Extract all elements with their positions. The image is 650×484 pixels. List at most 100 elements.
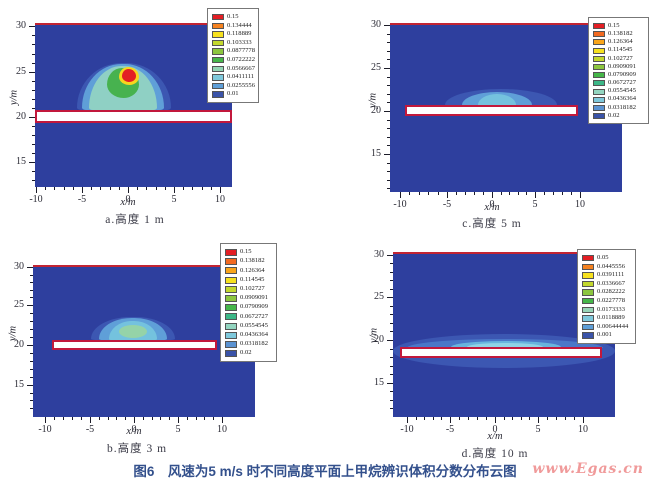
x-axis-tick [583,417,584,423]
legend-entry: 0.102727 [593,55,646,63]
legend-value: 0.0672727 [240,312,269,320]
legend-value: 0.0318182 [608,103,637,111]
x-axis-minor-tick [54,187,56,190]
x-axis-tick [580,192,581,198]
x-axis-minor-tick [477,417,478,420]
legend-color-swatch [225,350,237,358]
x-axis-minor-tick [72,187,74,190]
x-axis-minor-tick [72,417,73,420]
legend-color-swatch [212,57,224,64]
legend-entry: 0.001 [582,331,633,340]
x-axis-tick [45,417,46,423]
legend-color-swatch [212,39,224,47]
legend-color-swatch [212,74,224,81]
x-axis-minor-tick [409,192,411,195]
legend-entry: 0.02 [225,349,274,358]
legend-value: 0.0445556 [597,262,626,270]
x-axis-minor-tick [100,187,102,190]
legend-value: 0.0566667 [227,64,256,72]
subplot-caption: d.高度 10 m [461,448,529,460]
legend-color-swatch [582,289,594,296]
x-axis-minor-tick [556,417,557,420]
x-axis-tick [407,417,408,423]
legend-value: 0.0436364 [240,330,269,338]
x-axis-tick [492,192,493,198]
subplot-caption: c.高度 5 m [462,218,522,230]
y-axis-label: y/m [368,327,380,344]
x-tick-label: -5 [77,194,87,205]
x-axis-tick [495,417,496,423]
y-tick-label: 15 [14,379,24,390]
legend-value: 0.0336667 [597,279,626,287]
legend-color-swatch [582,332,594,339]
x-axis-minor-tick [91,187,93,190]
legend-entry: 0.118889 [212,30,256,39]
legend-color-swatch [225,258,237,266]
x-axis-minor-tick [195,417,197,420]
x-axis-minor-tick [486,417,487,420]
x-axis-minor-tick [562,192,563,195]
subplot-a: 30 25 20 15 -10 -5 0 5 10 y/m x/m a.高度 1 m 0.15 0… [0,0,325,240]
legend-value: 0.114545 [608,46,633,54]
legend-value: 0.0391111 [597,271,625,279]
x-axis-tick [447,192,448,198]
legend-value: 0.134444 [227,21,252,29]
x-axis-minor-tick [98,417,100,420]
legend-entry: 0.0318182 [225,340,274,349]
x-tick-label: 10 [215,194,225,205]
legend-entry: 0.0554545 [225,322,274,331]
domain-top-edge [393,252,615,254]
legend-entry: 0.102727 [225,285,274,294]
legend-entry: 0.00644444 [582,323,633,332]
x-tick-label: 5 [535,424,541,435]
legend-color-swatch [225,295,237,303]
legend-color-swatch [593,104,605,111]
legend-entry: 0.0336667 [582,280,633,289]
legend-value: 0.0227778 [597,296,626,304]
x-axis-minor-tick [186,417,188,420]
x-axis-minor-tick [210,187,212,190]
legend-color-swatch [582,306,594,314]
legend-value: 0.00644444 [597,322,629,330]
legend-value: 0.05 [597,254,609,261]
x-axis-minor-tick [118,187,120,190]
x-axis-minor-tick [424,417,426,420]
colorbar-legend-a: 0.15 0.134444 0.118889 0.103333 0.0877778 0.0… [207,8,259,103]
legend-color-swatch [225,304,237,312]
legend-color-swatch [593,64,605,71]
subplot-c: 30 25 20 15 -10 -5 0 5 10 y/m x/m c.高度 5 m 0.15 0… [325,0,650,240]
x-axis-minor-tick [544,192,545,195]
x-axis-label: x/m [120,197,136,208]
x-tick-label: 5 [532,199,538,210]
subplot-b: 30 25 20 15 -10 -5 0 5 10 y/m x/m b.高度 3 m 0.15 0… [0,240,325,465]
x-tick-label: -5 [445,424,455,435]
legend-entry: 0.0554545 [593,88,646,96]
x-axis-minor-tick [63,417,64,420]
legend-value: 0.0411111 [227,73,255,81]
colorbar-legend-d: 0.05 0.0445556 0.0391111 0.0336667 0.0282222… [577,249,636,344]
x-axis-minor-tick [164,187,166,190]
legend-value: 0.0909091 [240,294,269,302]
x-axis-minor-tick [45,187,47,190]
legend-entry: 0.0318182 [593,104,646,112]
x-axis-minor-tick [146,187,148,190]
x-axis-tick [90,417,91,423]
legend-color-swatch [593,55,605,62]
legend-color-swatch [593,80,605,87]
y-tick-label: 30 [374,249,384,260]
y-axis-label: y/m [367,92,379,109]
x-axis-minor-tick [428,192,430,195]
x-axis-minor-tick [116,417,118,420]
legend-value: 0.0282222 [597,288,626,296]
legend-color-swatch [212,14,224,21]
x-axis-minor-tick [437,192,439,195]
x-axis-tick [178,417,179,423]
domain-top-edge [35,23,232,25]
x-axis-minor-tick [201,187,203,190]
x-axis-minor-tick [574,417,575,420]
x-axis-tick [128,187,129,193]
x-tick-label: 10 [575,199,585,210]
legend-value: 0.0173333 [597,305,626,313]
y-tick-label: 20 [16,111,26,122]
legend-entry: 0.05 [582,254,633,263]
